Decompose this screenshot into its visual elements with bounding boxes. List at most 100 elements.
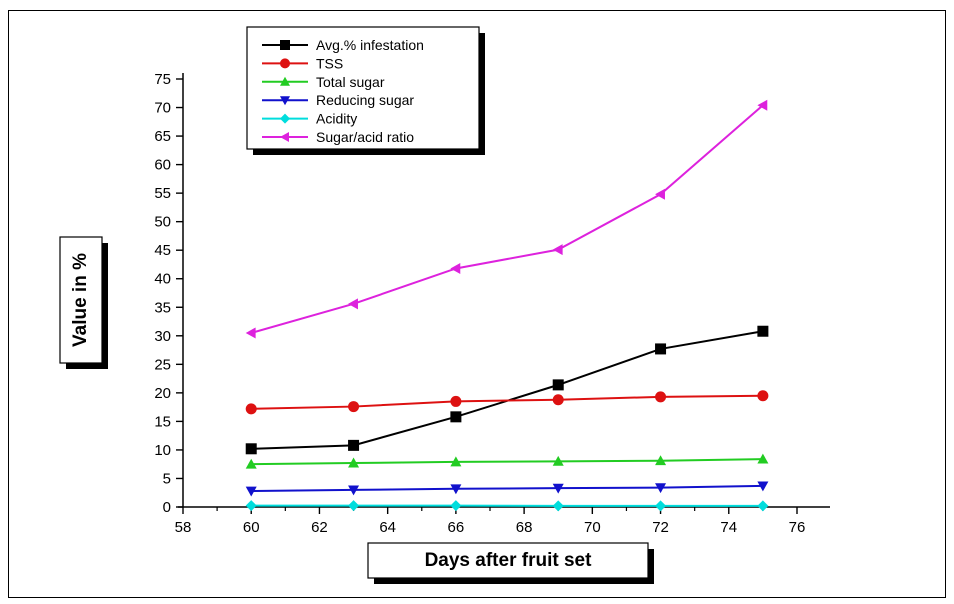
data-point-reducing-sugar (552, 483, 564, 494)
data-point-tss (245, 403, 257, 415)
y-tick-label: 40 (154, 271, 171, 288)
y-tick-label: 0 (163, 499, 171, 516)
legend-label: Reducing sugar (316, 92, 414, 108)
legend-marker (280, 76, 290, 86)
data-point-sugar-acid-ratio (245, 327, 256, 339)
data-point-tss (348, 401, 360, 413)
y-tick-label: 5 (163, 470, 171, 487)
data-point-acidity (655, 500, 667, 512)
data-point-acidity (348, 500, 360, 512)
x-axis-title-border (367, 542, 649, 579)
legend-item-sugar-acid-ratio: Sugar/acid ratio (262, 129, 414, 145)
legend-item-avg-infestation: Avg.% infestation (262, 37, 424, 53)
data-point-reducing-sugar (655, 483, 667, 494)
series-tss (245, 390, 769, 415)
legend-marker (280, 40, 290, 50)
y-tick-label: 25 (154, 356, 171, 373)
legend-label: Acidity (316, 111, 357, 127)
x-tick-label: 74 (720, 519, 737, 536)
x-ticks: 58 60 62 64 66 68 70 72 74 76 (175, 507, 806, 536)
series-avg-infestation (245, 325, 769, 455)
data-point-total-sugar (757, 453, 769, 464)
y-ticks: 0 5 10 15 20 25 30 35 40 45 50 55 60 65 70 75 (154, 71, 183, 516)
data-point-avg-infestation (348, 439, 360, 451)
y-axis-title: Value in % (70, 253, 91, 347)
x-tick-label: 76 (789, 519, 806, 536)
y-axis-title-box: Value in % (59, 236, 108, 369)
y-tick-label: 65 (154, 128, 171, 145)
y-tick-label: 60 (154, 157, 171, 174)
x-axis-title: Days after fruit set (425, 550, 593, 571)
y-tick-label: 55 (154, 185, 171, 202)
axes (178, 73, 830, 508)
x-tick-label: 70 (584, 519, 601, 536)
data-point-reducing-sugar (450, 484, 462, 495)
data-point-sugar-acid-ratio (552, 244, 563, 256)
series-sugar-acid-ratio (245, 99, 768, 339)
data-point-acidity (757, 500, 769, 512)
series-acidity (245, 500, 769, 512)
data-point-reducing-sugar (348, 485, 360, 496)
data-point-tss (757, 390, 769, 402)
x-tick-label: 64 (379, 519, 396, 536)
legend-label: TSS (316, 55, 343, 71)
legend-item-reducing-sugar: Reducing sugar (262, 92, 414, 108)
y-tick-label: 20 (154, 385, 171, 402)
legend-label: Sugar/acid ratio (316, 129, 414, 145)
x-tick-label: 62 (311, 519, 328, 536)
series-reducing-sugar (245, 481, 769, 497)
data-point-tss (552, 394, 564, 406)
series-line-total-sugar (251, 458, 763, 466)
x-axis-title-box: Days after fruit set (367, 542, 654, 584)
data-point-tss (450, 395, 462, 407)
legend-label: Avg.% infestation (316, 37, 424, 53)
data-point-sugar-acid-ratio (450, 262, 461, 274)
data-point-acidity (245, 500, 257, 512)
series-line-avg-infestation (251, 330, 764, 450)
y-tick-label: 35 (154, 299, 171, 316)
legend-marker (280, 132, 289, 142)
legend-marker (280, 96, 290, 106)
y-tick-label: 70 (154, 100, 171, 117)
x-tick-label: 60 (243, 519, 260, 536)
legend-marker (280, 113, 290, 124)
data-point-sugar-acid-ratio (655, 188, 665, 200)
data-point-sugar-acid-ratio (348, 298, 358, 310)
data-point-avg-infestation (450, 411, 462, 423)
legend-label: Total sugar (316, 74, 385, 90)
x-tick-label: 66 (448, 519, 465, 536)
y-tick-label: 45 (154, 242, 171, 259)
data-point-reducing-sugar (757, 481, 769, 492)
legend-marker (280, 58, 290, 69)
data-point-tss (655, 391, 667, 403)
y-tick-label: 30 (154, 328, 171, 345)
series-line-reducing-sugar (251, 484, 763, 493)
data-point-reducing-sugar (245, 486, 257, 497)
data-point-acidity (450, 500, 462, 512)
y-tick-label: 50 (154, 214, 171, 231)
data-point-total-sugar (245, 458, 257, 469)
data-point-total-sugar (655, 455, 667, 466)
series-line-sugar-acid-ratio (250, 104, 764, 334)
data-point-acidity (552, 500, 564, 512)
series-layer (245, 99, 769, 512)
x-tick-label: 72 (652, 519, 669, 536)
legend-item-total-sugar: Total sugar (262, 74, 385, 90)
y-tick-label: 75 (154, 71, 171, 88)
x-tick-label: 58 (175, 519, 192, 536)
series-line-tss (251, 394, 763, 410)
x-tick-label: 68 (516, 519, 533, 536)
data-point-total-sugar (552, 455, 564, 466)
legend-item-tss: TSS (262, 55, 343, 71)
series-total-sugar (245, 453, 769, 469)
data-point-sugar-acid-ratio (757, 99, 768, 111)
legend-item-acidity: Acidity (262, 111, 357, 127)
data-point-avg-infestation (245, 443, 257, 455)
data-point-total-sugar (450, 456, 462, 467)
data-point-avg-infestation (655, 343, 667, 355)
y-tick-label: 10 (154, 442, 171, 459)
y-tick-label: 15 (154, 413, 171, 430)
data-point-total-sugar (348, 457, 360, 468)
y-axis-title-border (59, 236, 103, 364)
